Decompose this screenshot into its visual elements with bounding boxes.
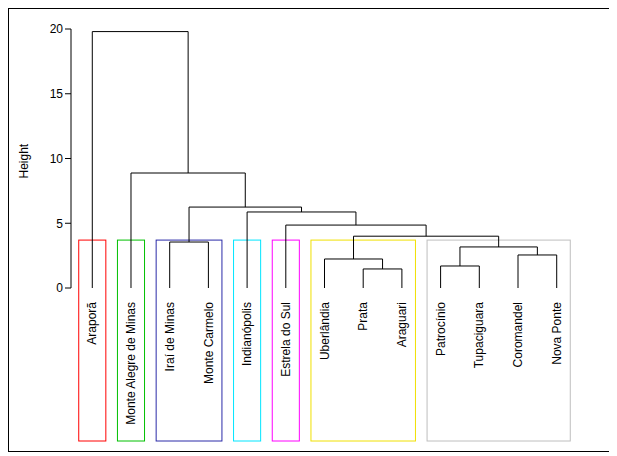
svg-text:Araporã: Araporã [85, 302, 99, 345]
svg-text:20: 20 [50, 22, 64, 36]
svg-text:Height: Height [17, 143, 31, 178]
svg-text:Uberlândia: Uberlândia [318, 302, 332, 360]
svg-text:Prata: Prata [356, 302, 370, 331]
svg-text:Monte Carmelo: Monte Carmelo [202, 302, 216, 384]
svg-text:Monte Alegre de Minas: Monte Alegre de Minas [124, 302, 138, 425]
svg-text:Indianópolis: Indianópolis [240, 302, 254, 366]
svg-text:5: 5 [56, 217, 63, 231]
svg-text:Patrocínio: Patrocínio [434, 302, 448, 356]
svg-text:15: 15 [50, 87, 64, 101]
svg-text:Araguari: Araguari [395, 302, 409, 347]
svg-text:10: 10 [50, 152, 64, 166]
svg-text:Estrela do Sul: Estrela do Sul [279, 302, 293, 377]
svg-text:0: 0 [56, 281, 63, 295]
svg-text:Tupaciguara: Tupaciguara [473, 302, 487, 369]
svg-text:Coromandel: Coromandel [511, 302, 525, 367]
svg-text:Nova Ponte: Nova Ponte [550, 302, 564, 365]
svg-text:Iraí de Minas: Iraí de Minas [163, 302, 177, 371]
